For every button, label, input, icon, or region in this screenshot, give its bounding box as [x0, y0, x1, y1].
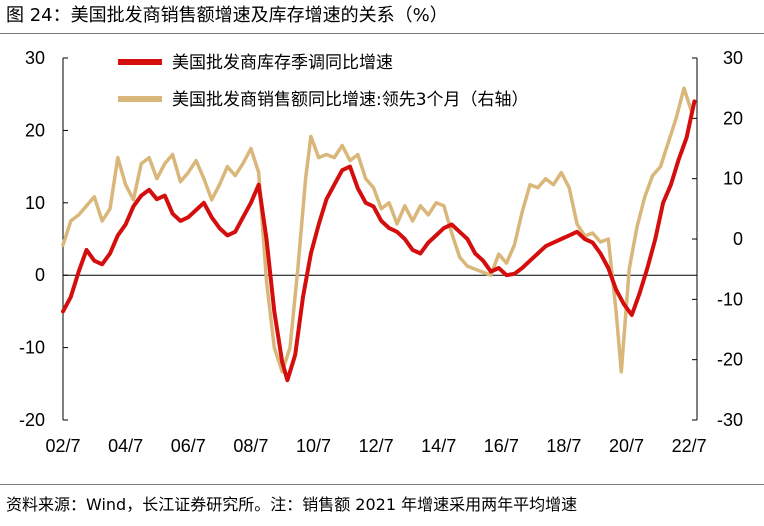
x-tick-label: 14/7 — [421, 436, 456, 456]
figure-source-note: 资料来源：Wind，长江证券研究所。注：销售额 2021 年增速采用两年平均增速 — [6, 495, 578, 514]
legend: 美国批发商库存季调同比增速 美国批发商销售额同比增速:领先3个月（右轴） — [118, 53, 529, 110]
x-tick-label: 10/7 — [296, 436, 331, 456]
left-tick-label: 0 — [35, 265, 45, 285]
right-tick-label: 10 — [723, 169, 743, 189]
source-divider — [0, 484, 764, 485]
x-tick-label: 08/7 — [233, 436, 268, 456]
right-tick-label: 20 — [723, 108, 743, 128]
x-tick-label: 16/7 — [484, 436, 519, 456]
right-y-axis: 30 20 10 0 -10 -20 -30 — [692, 48, 743, 430]
right-tick-label: -30 — [717, 410, 743, 430]
x-tick-label: 12/7 — [359, 436, 394, 456]
x-tick-label: 20/7 — [609, 436, 644, 456]
title-divider — [0, 33, 764, 34]
legend-label-inventory: 美国批发商库存季调同比增速 — [172, 53, 393, 73]
series-layer — [61, 86, 697, 383]
left-tick-label: -20 — [19, 410, 45, 430]
left-tick-label: 10 — [25, 193, 45, 213]
right-tick-label: 0 — [733, 229, 743, 249]
right-tick-label: 30 — [723, 48, 743, 68]
x-tick-label: 02/7 — [45, 436, 80, 456]
figure-title: 图 24：美国批发商销售额增速及库存增速的关系（%） — [6, 5, 448, 26]
x-axis: 02/7 04/7 06/7 08/7 10/7 12/7 14/7 16/7 18/7 20/7… — [45, 436, 706, 456]
legend-label-sales: 美国批发商销售额同比增速:领先3个月（右轴） — [172, 90, 529, 110]
x-tick-label: 06/7 — [171, 436, 206, 456]
x-tick-label: 22/7 — [672, 436, 707, 456]
x-tick-label: 04/7 — [108, 436, 143, 456]
right-tick-label: -10 — [717, 289, 743, 309]
left-y-axis: 30 20 10 0 -10 -20 — [19, 48, 697, 430]
left-tick-label: 20 — [25, 120, 45, 140]
series-line-inventory — [61, 99, 697, 383]
series-line-sales — [61, 86, 694, 374]
left-tick-label: 30 — [25, 48, 45, 68]
right-tick-label: -20 — [717, 350, 743, 370]
x-tick-label: 18/7 — [546, 436, 581, 456]
left-tick-label: -10 — [19, 338, 45, 358]
